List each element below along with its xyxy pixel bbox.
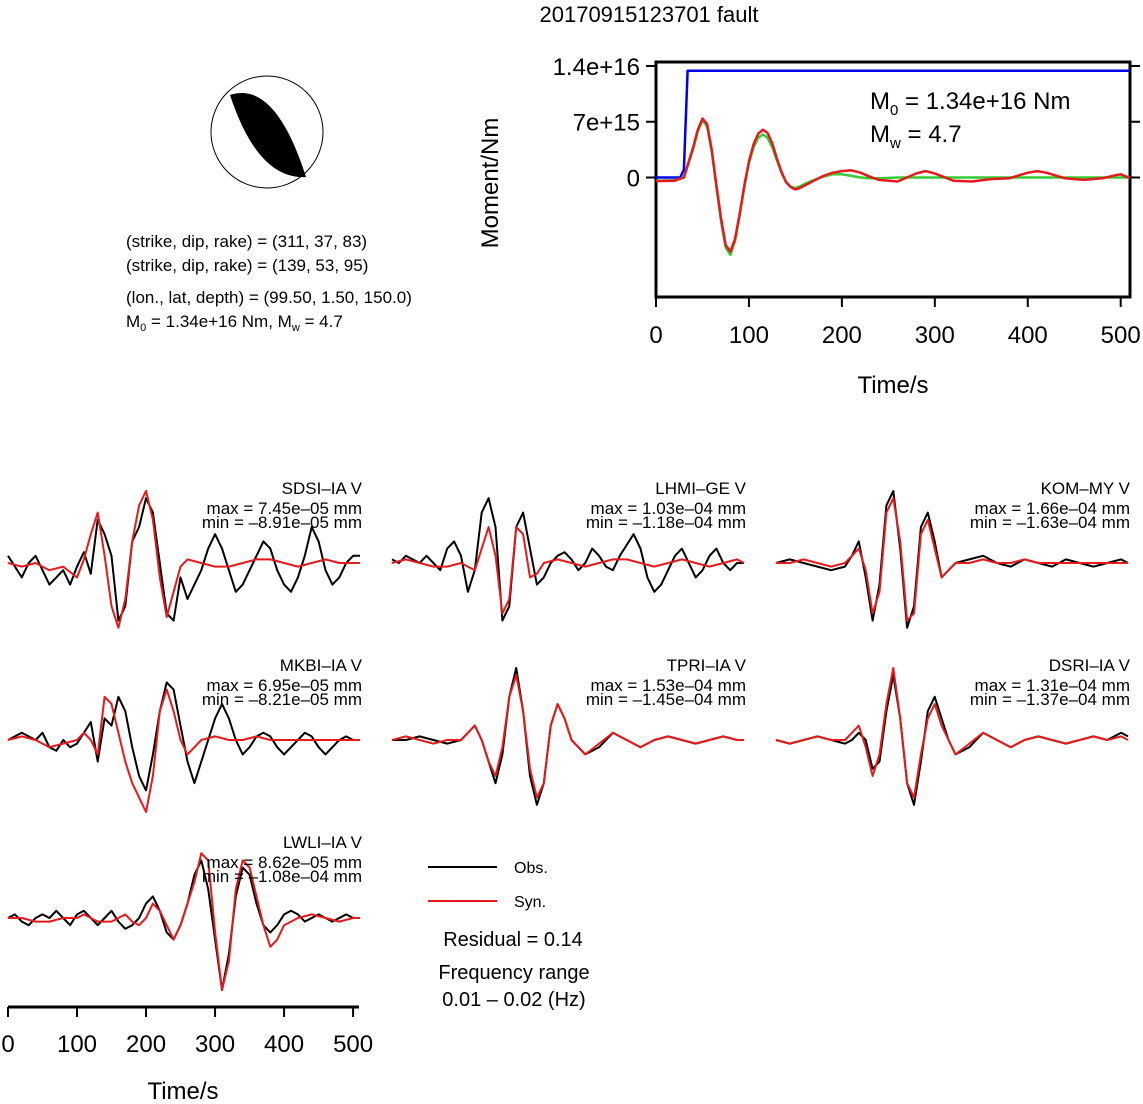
legend-obs-label: Obs. bbox=[514, 860, 548, 877]
waveform-xtick-label: 200 bbox=[126, 1031, 166, 1058]
observed-waveform bbox=[391, 497, 744, 622]
mw-annot-prefix: M bbox=[870, 121, 890, 148]
frequency-range-label: Frequency range bbox=[438, 962, 589, 984]
moment-xtick-label: 500 bbox=[1101, 322, 1141, 349]
moment-plot: M0 = 1.34e+16 Nm Mw = 4.7 Moment/Nm Time… bbox=[477, 54, 1141, 399]
moment-xtick-label: 100 bbox=[729, 322, 769, 349]
frequency-range-value: 0.01 – 0.02 (Hz) bbox=[442, 989, 585, 1011]
nodal-plane-2: (strike, dip, rake) = (139, 53, 95) bbox=[126, 256, 368, 275]
station-name: SDSI–IA V bbox=[282, 479, 363, 498]
mw-annot-value: = 4.7 bbox=[901, 121, 962, 148]
m0-sub: 0 bbox=[140, 322, 146, 334]
moment-annotation-m0: M0 = 1.34e+16 Nm bbox=[870, 88, 1070, 119]
moment-ytick-label: 7e+15 bbox=[573, 110, 640, 137]
moment-annotation-mw: Mw = 4.7 bbox=[870, 121, 962, 152]
waveform-xtick-label: 400 bbox=[264, 1031, 304, 1058]
legend-syn-label: Syn. bbox=[514, 894, 546, 911]
station-min: min = –8.21e–05 mm bbox=[202, 690, 362, 709]
station-name: LWLI–IA V bbox=[283, 833, 363, 852]
event-location: (lon., lat, depth) = (99.50, 1.50, 150.0… bbox=[126, 288, 412, 307]
beachball-icon bbox=[210, 75, 324, 189]
station-min: min = –1.63e–04 mm bbox=[970, 513, 1130, 532]
waveform-xlabel: Time/s bbox=[147, 1078, 218, 1104]
synthetic-waveform bbox=[391, 526, 745, 615]
m0-annot-value: = 1.34e+16 Nm bbox=[898, 88, 1070, 115]
station-name: DSRI–IA V bbox=[1049, 656, 1131, 675]
moment-xtick-label: 400 bbox=[1008, 322, 1048, 349]
synthetic-waveform bbox=[776, 497, 1128, 622]
station-min: min = –1.18e–04 mm bbox=[586, 513, 746, 532]
station-name: LHMI–GE V bbox=[655, 479, 746, 498]
moment-red-line bbox=[655, 117, 1131, 253]
mw-sub: w bbox=[291, 322, 300, 334]
synthetic-waveform bbox=[7, 490, 360, 629]
station-max: max = 1.31e–04 mm bbox=[975, 676, 1130, 695]
figure-title: 20170915123701 fault bbox=[540, 2, 759, 27]
m0-annot-sub: 0 bbox=[890, 102, 898, 119]
waveform-time-axis: Time/s 0 100 200 300 400 500 bbox=[1, 1005, 373, 1104]
residual-text: Residual = 0.14 bbox=[443, 929, 583, 951]
synthetic-waveform bbox=[775, 667, 1129, 799]
synthetic-waveform bbox=[8, 852, 360, 991]
moment-ytick-label: 0 bbox=[627, 166, 640, 193]
synthetic-waveform bbox=[391, 674, 744, 799]
moment-xtick-label: 200 bbox=[822, 322, 862, 349]
station-name: KOM–MY V bbox=[1041, 479, 1131, 498]
station-max: max = 7.45e–05 mm bbox=[207, 499, 362, 518]
station-min: min = –8.91e–05 mm bbox=[202, 513, 362, 532]
m0-prefix: M bbox=[126, 312, 140, 331]
waveform-xtick-label: 300 bbox=[195, 1031, 235, 1058]
station-max: max = 1.66e–04 mm bbox=[975, 499, 1130, 518]
station-name: MKBI–IA V bbox=[280, 656, 363, 675]
nodal-plane-1: (strike, dip, rake) = (311, 37, 83) bbox=[126, 232, 367, 251]
station-min: min = –1.08e–04 mm bbox=[202, 867, 362, 886]
mw-value: = 4.7 bbox=[300, 312, 343, 331]
station-max: max = 1.03e–04 mm bbox=[591, 499, 746, 518]
station-max: max = 8.62e–05 mm bbox=[207, 853, 362, 872]
moment-ytick-label: 1.4e+16 bbox=[553, 54, 640, 81]
m0-annot-prefix: M bbox=[870, 88, 890, 115]
station-max: max = 6.95e–05 mm bbox=[207, 676, 362, 695]
station-name: TPRI–IA V bbox=[667, 656, 747, 675]
m0-value: = 1.34e+16 Nm, M bbox=[146, 312, 292, 331]
mw-annot-sub: w bbox=[889, 135, 901, 152]
moment-xlabel: Time/s bbox=[857, 372, 928, 399]
station-max: max = 1.53e–04 mm bbox=[591, 676, 746, 695]
station-min: min = –1.45e–04 mm bbox=[586, 690, 746, 709]
moment-rate-line bbox=[656, 69, 1130, 179]
synthetic-waveform bbox=[7, 688, 360, 813]
waveform-xtick-label: 100 bbox=[57, 1031, 97, 1058]
moment-xtick-label: 300 bbox=[915, 322, 955, 349]
waveform-xtick-label: 500 bbox=[333, 1031, 373, 1058]
station-min: min = –1.37e–04 mm bbox=[970, 690, 1130, 709]
waveform-xtick-label: 0 bbox=[1, 1031, 14, 1058]
moment-xtick-label: 0 bbox=[649, 322, 662, 349]
moment-ylabel: Moment/Nm bbox=[477, 118, 504, 249]
event-magnitude: M0 = 1.34e+16 Nm, Mw = 4.7 bbox=[126, 312, 343, 334]
legend: Obs. Syn. bbox=[428, 860, 548, 911]
